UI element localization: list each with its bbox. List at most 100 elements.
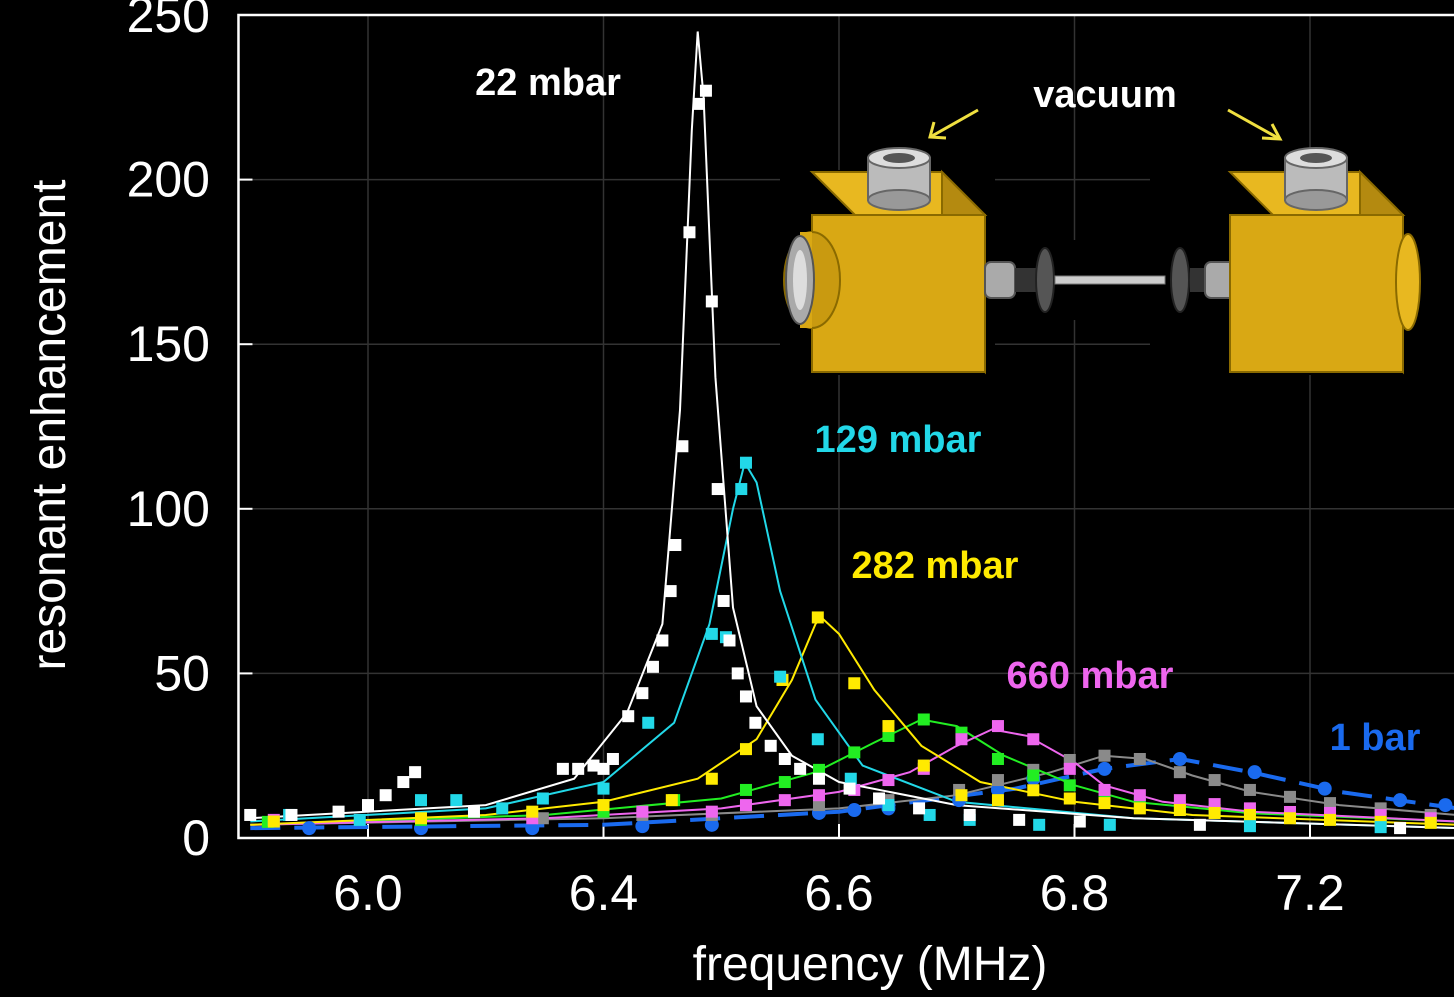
data-point bbox=[414, 812, 427, 825]
data-point bbox=[731, 667, 744, 680]
data-point bbox=[778, 794, 791, 807]
fit-line bbox=[250, 31, 1454, 830]
data-point bbox=[811, 611, 824, 624]
x-tick-label: 7.2 bbox=[1275, 865, 1345, 921]
data-point bbox=[1098, 797, 1111, 810]
y-tick-label: 250 bbox=[127, 0, 210, 43]
x-tick-label: 6.6 bbox=[804, 865, 874, 921]
data-point bbox=[244, 808, 257, 821]
data-point bbox=[1013, 813, 1026, 826]
x-axis-title: frequency (MHz) bbox=[693, 938, 1048, 991]
data-point bbox=[1243, 820, 1256, 833]
y-tick-label: 0 bbox=[182, 810, 210, 866]
data-point bbox=[1063, 792, 1076, 805]
data-point bbox=[1283, 790, 1296, 803]
annotation: vacuum bbox=[1033, 74, 1177, 116]
fit-line bbox=[250, 718, 1454, 826]
data-point bbox=[991, 774, 1004, 787]
data-point bbox=[1243, 783, 1256, 796]
series-label: 660 mbar bbox=[1007, 655, 1174, 697]
data-point bbox=[665, 794, 678, 807]
data-point bbox=[704, 817, 719, 832]
data-point bbox=[923, 808, 936, 821]
data-point bbox=[1073, 815, 1086, 828]
data-point bbox=[397, 776, 410, 789]
data-point bbox=[1317, 781, 1332, 796]
data-point bbox=[778, 752, 791, 765]
series-label: 282 mbar bbox=[852, 545, 1019, 587]
data-point bbox=[1173, 804, 1186, 817]
x-tick-label: 6.0 bbox=[333, 865, 403, 921]
data-point bbox=[622, 710, 635, 723]
data-point bbox=[635, 819, 650, 834]
data-point bbox=[414, 794, 427, 807]
data-point bbox=[285, 808, 298, 821]
data-point bbox=[1027, 733, 1040, 746]
data-point bbox=[664, 585, 677, 598]
data-point bbox=[646, 660, 659, 673]
y-tick-label: 100 bbox=[127, 481, 210, 537]
data-point bbox=[1424, 816, 1437, 829]
data-point bbox=[450, 794, 463, 807]
fit-line bbox=[250, 460, 1454, 830]
data-point bbox=[302, 821, 317, 836]
data-point bbox=[1103, 818, 1116, 831]
data-point bbox=[1133, 802, 1146, 815]
data-point bbox=[882, 774, 895, 787]
data-point bbox=[739, 690, 752, 703]
data-point bbox=[848, 746, 861, 759]
data-point bbox=[794, 762, 807, 775]
data-point bbox=[669, 539, 682, 552]
data-point bbox=[1193, 818, 1206, 831]
cavity-left bbox=[783, 147, 988, 375]
labels: frequency (MHz) resonant enhancement 0 50… bbox=[23, 0, 1421, 991]
data-point bbox=[844, 772, 857, 785]
data-point bbox=[467, 805, 480, 818]
x-tick-label: 6.4 bbox=[569, 865, 639, 921]
data-point bbox=[723, 634, 736, 647]
data-point bbox=[1393, 793, 1408, 808]
data-point bbox=[848, 677, 861, 690]
data-point bbox=[1247, 765, 1262, 780]
data-point bbox=[847, 803, 862, 818]
data-point bbox=[536, 812, 549, 825]
data-point bbox=[739, 799, 752, 812]
data-point bbox=[1133, 789, 1146, 802]
data-point bbox=[990, 782, 1005, 797]
cavity-right bbox=[1227, 147, 1421, 375]
data-point bbox=[1133, 752, 1146, 765]
data-point bbox=[1324, 797, 1337, 810]
data-point bbox=[699, 84, 712, 97]
data-point bbox=[587, 759, 600, 772]
inset-illustration: vacuum bbox=[780, 74, 1454, 375]
data-point bbox=[717, 594, 730, 607]
data-point bbox=[955, 789, 968, 802]
data-point bbox=[705, 772, 718, 785]
data-point bbox=[811, 733, 824, 746]
data-point bbox=[963, 808, 976, 821]
data-point bbox=[1208, 806, 1221, 819]
data-point bbox=[739, 743, 752, 756]
data-point bbox=[692, 97, 705, 110]
series-label: 129 mbar bbox=[815, 419, 982, 461]
data-point bbox=[1063, 762, 1076, 775]
vacuum-arrows bbox=[928, 108, 1283, 141]
data-point bbox=[1097, 761, 1112, 776]
data-point bbox=[812, 772, 825, 785]
data-point bbox=[1173, 766, 1186, 779]
data-point bbox=[739, 783, 752, 796]
data-point bbox=[917, 713, 930, 726]
axis-frame bbox=[237, 13, 1454, 840]
data-point bbox=[1324, 813, 1337, 826]
data-point bbox=[353, 813, 366, 826]
data-point bbox=[774, 670, 787, 683]
data-point bbox=[1098, 749, 1111, 762]
data-point bbox=[1027, 769, 1040, 782]
data-point bbox=[1394, 822, 1407, 835]
data-point bbox=[362, 799, 374, 812]
data-point bbox=[606, 752, 619, 765]
data-point bbox=[991, 720, 1004, 733]
y-tick-label: 50 bbox=[154, 645, 210, 701]
